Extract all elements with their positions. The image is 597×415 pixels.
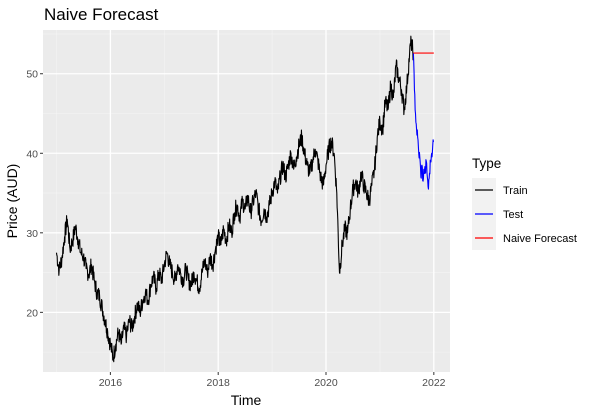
x-tick-label: 2020 <box>314 377 338 389</box>
legend: Type Train Test Naive Forecast <box>472 156 577 250</box>
series-line-test <box>412 53 435 190</box>
major-grid <box>43 30 450 372</box>
y-tick-label: 30 <box>26 228 38 240</box>
x-axis-title: Time <box>231 392 262 408</box>
chart-title: Naive Forecast <box>44 5 159 24</box>
x-axis-ticks: 2016 2018 2020 2022 <box>99 372 446 389</box>
series-line-train <box>55 35 414 363</box>
legend-label-train: Train <box>503 185 528 197</box>
legend-title: Type <box>472 156 501 171</box>
y-tick-label: 50 <box>26 69 38 81</box>
legend-label-test: Test <box>503 209 523 221</box>
x-tick-label: 2016 <box>99 377 123 389</box>
y-axis-ticks: 20 30 40 50 <box>26 69 43 319</box>
series-lines <box>55 35 435 363</box>
x-tick-label: 2018 <box>207 377 231 389</box>
y-axis-title: Price (AUD) <box>4 164 20 239</box>
y-tick-label: 40 <box>26 148 38 160</box>
x-tick-label: 2022 <box>422 377 446 389</box>
legend-label-naive-forecast: Naive Forecast <box>503 233 577 245</box>
y-tick-label: 20 <box>26 307 38 319</box>
